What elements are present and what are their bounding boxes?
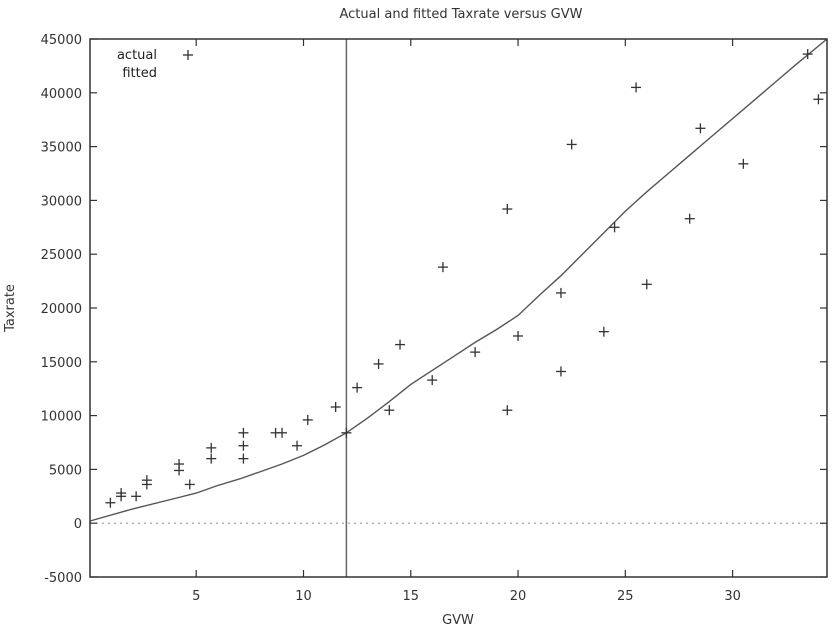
data-point-plus-icon [641, 279, 652, 290]
data-point-plus-icon [513, 330, 524, 341]
x-tick-label: 10 [295, 589, 312, 604]
x-axis-title: GVW [442, 613, 474, 628]
y-tick-label: 40000 [41, 87, 82, 102]
data-point-plus-icon [141, 475, 152, 486]
data-point-plus-icon [238, 453, 249, 464]
chart-title: Actual and fitted Taxrate versus GVW [340, 7, 583, 22]
data-point-plus-icon [427, 375, 438, 386]
y-axis-ticks: -5000 0 5000 10000 15000 20000 25000 30000 35000… [41, 33, 827, 586]
actual-points-series [105, 49, 824, 508]
data-point-plus-icon [384, 405, 395, 416]
y-axis-title: Taxrate [3, 284, 18, 333]
data-point-plus-icon [598, 326, 609, 337]
data-point-plus-icon [184, 479, 195, 490]
data-point-plus-icon [352, 382, 363, 393]
data-point-plus-icon [738, 158, 749, 169]
data-point-plus-icon [802, 49, 813, 60]
y-tick-label: 35000 [41, 141, 82, 156]
data-point-plus-icon [238, 427, 249, 438]
x-tick-label: 5 [192, 589, 200, 604]
data-point-plus-icon [302, 414, 313, 425]
data-point-plus-icon [555, 287, 566, 298]
data-point-plus-icon [555, 366, 566, 377]
legend-label-actual: actual [117, 48, 157, 63]
y-tick-label: 20000 [41, 302, 82, 317]
data-point-plus-icon [373, 358, 384, 369]
legend: actual fitted [117, 48, 193, 81]
data-point-plus-icon [341, 427, 352, 438]
data-point-plus-icon [631, 82, 642, 93]
x-axis-ticks: 5 10 15 20 25 30 [192, 39, 741, 604]
x-tick-label: 20 [510, 589, 527, 604]
legend-marker-plus-icon [183, 50, 193, 60]
y-tick-label: 45000 [41, 33, 82, 48]
data-point-plus-icon [174, 459, 185, 470]
data-point-plus-icon [566, 139, 577, 150]
x-tick-label: 15 [402, 589, 419, 604]
data-point-plus-icon [277, 427, 288, 438]
data-point-plus-icon [502, 204, 513, 215]
data-point-plus-icon [206, 442, 217, 453]
data-point-plus-icon [684, 213, 695, 224]
data-point-plus-icon [609, 222, 620, 233]
data-point-plus-icon [206, 453, 217, 464]
fitted-line [89, 38, 828, 522]
data-point-plus-icon [238, 440, 249, 451]
plot-frame [89, 38, 828, 578]
data-point-plus-icon [437, 262, 448, 273]
data-point-plus-icon [116, 488, 127, 499]
x-tick-label: 25 [617, 589, 634, 604]
data-point-plus-icon [105, 497, 116, 508]
legend-label-fitted: fitted [122, 66, 157, 81]
data-point-plus-icon [330, 401, 341, 412]
y-tick-label: 5000 [49, 463, 82, 478]
fitted-line-series [89, 38, 828, 522]
data-point-plus-icon [131, 491, 142, 502]
y-tick-label: 25000 [41, 248, 82, 263]
y-tick-label: 0 [74, 517, 82, 532]
data-point-plus-icon [502, 405, 513, 416]
data-point-plus-icon [470, 347, 481, 358]
y-tick-label: 10000 [41, 410, 82, 425]
data-point-plus-icon [695, 123, 706, 134]
data-point-plus-icon [813, 94, 824, 105]
x-tick-label: 30 [724, 589, 741, 604]
y-tick-label: 30000 [41, 194, 82, 209]
data-point-plus-icon [292, 440, 303, 451]
y-tick-label: -5000 [44, 571, 82, 586]
data-point-plus-icon [395, 339, 406, 350]
y-tick-label: 15000 [41, 356, 82, 371]
